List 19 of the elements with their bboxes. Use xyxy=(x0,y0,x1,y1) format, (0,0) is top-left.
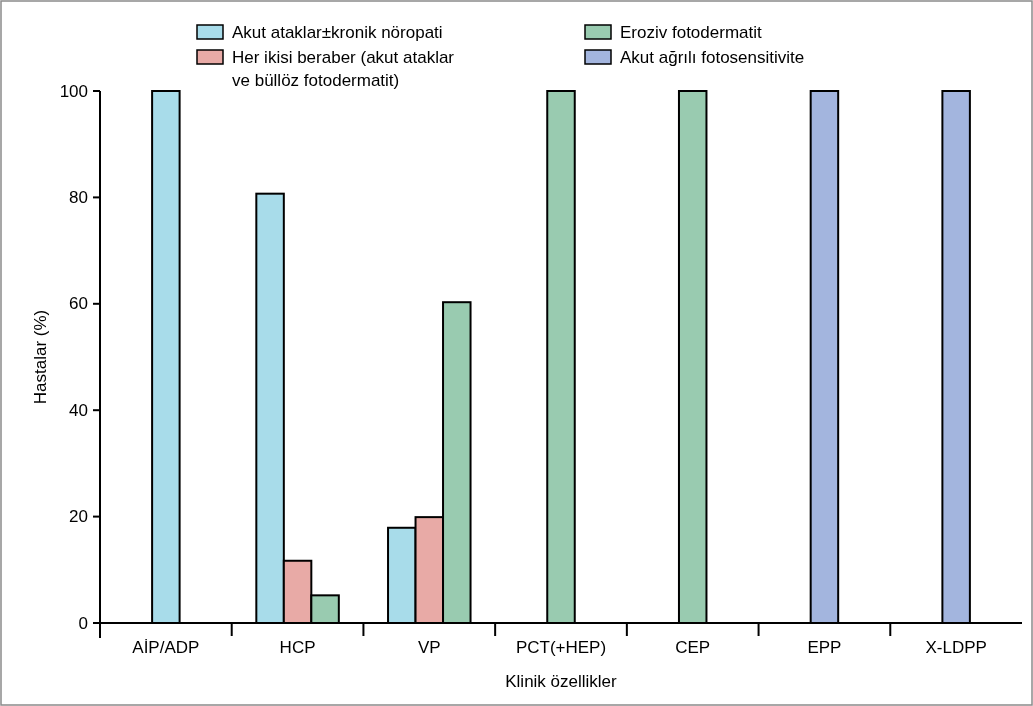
y-tick-label: 40 xyxy=(69,400,88,420)
legend-label: Eroziv fotodermatit xyxy=(620,22,762,42)
y-tick-label: 100 xyxy=(59,81,88,101)
y-tick-label: 20 xyxy=(69,507,88,527)
y-tick-label: 60 xyxy=(69,294,88,314)
legend-label: Akut ataklar±kronik nöropati xyxy=(232,22,443,42)
x-tick-label: PCT(+HEP) xyxy=(515,637,607,657)
x-tick-label: VP xyxy=(417,637,441,657)
x-tick-label: HCP xyxy=(279,637,316,657)
legend-label: Akut ağrılı fotosensitivite xyxy=(620,47,805,67)
y-tick-label: 80 xyxy=(69,187,88,207)
x-tick-label: AİP/ADP xyxy=(132,637,200,657)
x-tick-label: CEP xyxy=(675,637,711,657)
y-axis-title: Hastalar (%) xyxy=(30,309,50,405)
x-tick-label: X-LDPP xyxy=(925,637,987,657)
legend-label: Her ikisi beraber (akut ataklar ve büllöz fotodermatit) xyxy=(232,47,455,90)
y-tick-label: 0 xyxy=(78,613,88,633)
x-tick-label: EPP xyxy=(807,637,842,657)
x-axis-title: Klinik özellikler xyxy=(505,671,618,691)
